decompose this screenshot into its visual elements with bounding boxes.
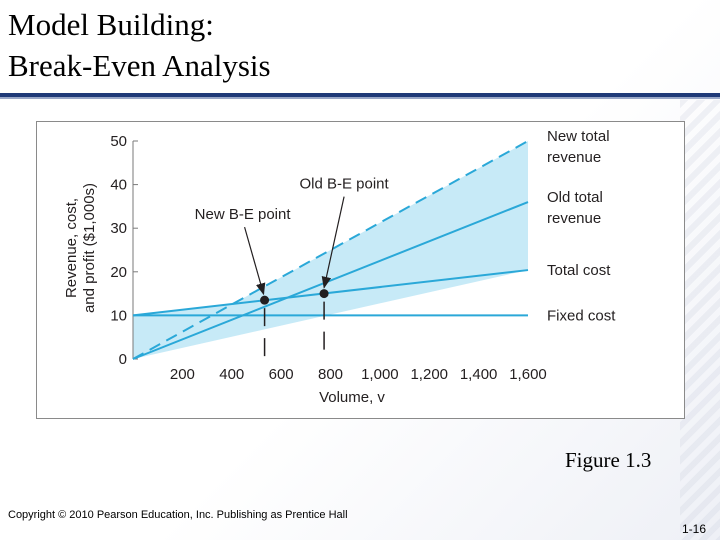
title-rule: [0, 93, 720, 97]
y-tick-label-50: 50: [110, 133, 127, 150]
x-tick-label-1400: 1,400: [460, 366, 498, 383]
x-tick-label-1000: 1,000: [361, 366, 399, 383]
title-rule-shadow: [0, 97, 720, 99]
x-ticks: 200 400 600 800 1,000 1,200 1,400 1,600: [170, 366, 547, 383]
copyright-notice: Copyright © 2010 Pearson Education, Inc.…: [8, 509, 348, 521]
series-labels: New total revenue Old total revenue Total co…: [547, 128, 616, 324]
y-tick-label-0: 0: [119, 351, 127, 368]
slide-title: Model Building: Break-Even Analysis: [8, 4, 271, 86]
annotation-arrow-1: [321, 196, 345, 289]
series-line-total-cost: [132, 269, 529, 317]
y-axis-label-line-2: and profit ($1,000s): [81, 183, 98, 313]
title-line-2: Break-Even Analysis: [8, 48, 271, 83]
x-tick-label-600: 600: [269, 366, 294, 383]
x-axis-label: Volume, v: [319, 389, 385, 406]
annotations: New B-E point Old B-E point: [195, 176, 390, 296]
figure-caption: Figure 1.3: [565, 448, 652, 472]
x-tick-label-1200: 1,200: [410, 366, 448, 383]
series-label-3-line-1: Fixed cost: [547, 307, 616, 324]
series-label-1-line-1: Old total: [547, 189, 603, 206]
annotation-label-0: New B-E point: [195, 206, 292, 223]
title-line-1: Model Building:: [8, 7, 214, 42]
y-tick-label-40: 40: [110, 177, 127, 194]
x-tick-label-1600: 1,600: [509, 366, 547, 383]
y-tick-label-20: 20: [110, 264, 127, 281]
x-tick-label-800: 800: [318, 366, 343, 383]
x-tick-label-400: 400: [219, 366, 244, 383]
annotation-label-1: Old B-E point: [299, 176, 389, 193]
series-label-2-line-1: Total cost: [547, 262, 611, 279]
series-label-1-line-2: revenue: [547, 210, 601, 227]
break-even-point-0: [260, 295, 270, 305]
y-axis-label-line-1: Revenue, cost,: [63, 198, 80, 298]
y-tick-label-10: 10: [110, 307, 127, 324]
annotation-arrow-0: [244, 226, 266, 296]
y-ticks: 0 10 20 30 40 50: [110, 133, 138, 368]
x-tick-label-200: 200: [170, 366, 195, 383]
break-even-chart: 0 10 20 30 40 50 200 400 600 800 1,000 1,200 1,400 1…: [63, 128, 616, 406]
decorative-pattern: [680, 100, 720, 540]
page-number: 1-16: [681, 522, 706, 536]
series-label-0-line-1: New total: [547, 128, 610, 145]
y-tick-label-30: 30: [110, 220, 127, 237]
series-label-0-line-2: revenue: [547, 149, 601, 166]
break-even-point-1: [319, 289, 329, 299]
break-even-markers: [260, 289, 329, 359]
